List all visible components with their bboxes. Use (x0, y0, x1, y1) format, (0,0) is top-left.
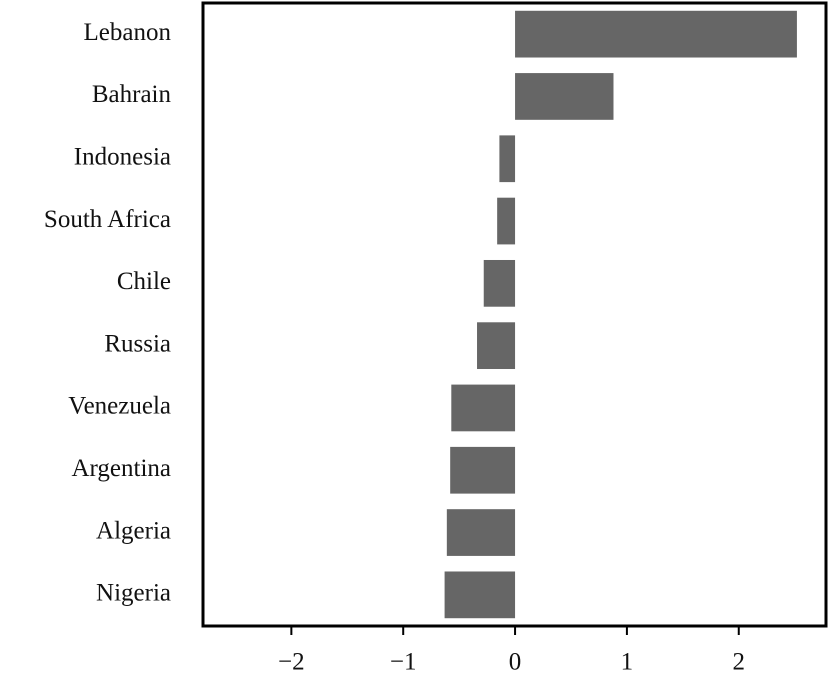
bar (451, 384, 516, 432)
bar (499, 135, 516, 183)
y-tick-label: Algeria (96, 517, 171, 544)
y-tick-label: Indonesia (74, 143, 171, 170)
bar (477, 322, 516, 370)
y-tick-label: South Africa (44, 206, 171, 233)
y-tick-label: Chile (117, 268, 171, 295)
bar (444, 571, 516, 619)
x-tick-label: 0 (509, 649, 522, 676)
y-tick-label: Bahrain (92, 81, 172, 108)
y-tick-label: Russia (104, 330, 171, 357)
y-tick-label: Lebanon (84, 19, 172, 46)
y-tick-label: Nigeria (96, 580, 171, 607)
bar (483, 259, 516, 307)
bar (446, 509, 516, 556)
plot-frame (201, 1, 828, 628)
bar (515, 10, 797, 58)
bar (515, 73, 614, 120)
y-tick-label: Argentina (71, 455, 171, 482)
x-tick-label: −2 (278, 649, 305, 676)
x-tick-label: 1 (621, 649, 634, 676)
x-tick-label: 2 (733, 649, 746, 676)
x-tick-label: −1 (390, 649, 417, 676)
bar (497, 197, 516, 245)
y-tick-label: Venezuela (68, 393, 171, 420)
bar (450, 446, 516, 494)
